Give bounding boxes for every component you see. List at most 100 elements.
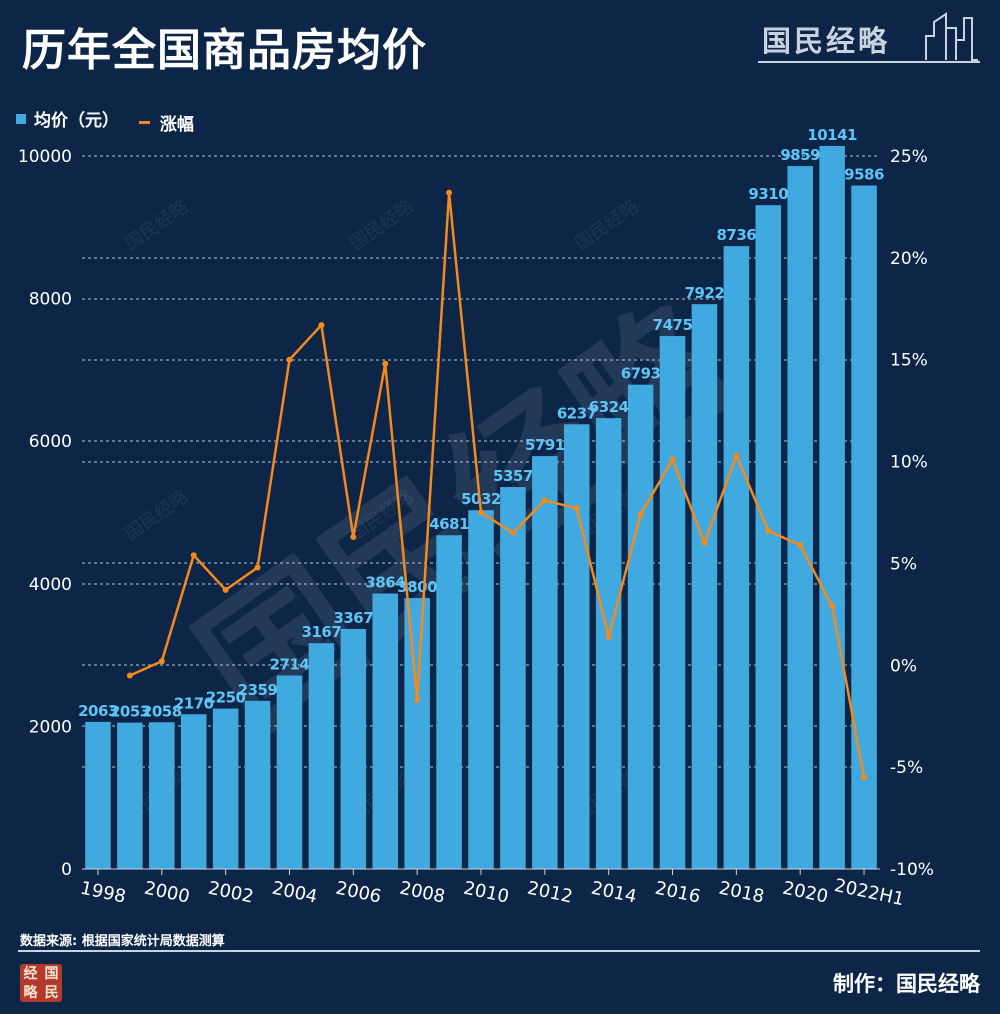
footer-divider bbox=[18, 950, 980, 952]
bar-value-label: 3167 bbox=[302, 623, 342, 641]
y-left-tick-label: 0 bbox=[61, 860, 72, 880]
bar bbox=[212, 708, 239, 869]
bar-value-label: 2714 bbox=[270, 655, 310, 673]
y-left-tick-label: 4000 bbox=[29, 575, 72, 595]
bar bbox=[595, 418, 622, 869]
bar-value-label: 9310 bbox=[748, 185, 788, 203]
bar-value-label: 7475 bbox=[653, 316, 693, 334]
bar-value-label: 9859 bbox=[780, 146, 820, 164]
bar-value-label: 2058 bbox=[142, 702, 182, 720]
bar-value-label: 7922 bbox=[685, 284, 725, 302]
watermark-small: 国民经略 bbox=[121, 486, 192, 544]
bar-value-label: 3864 bbox=[365, 573, 405, 591]
x-tick-label: 2002 bbox=[206, 878, 255, 908]
seal-char: 经 bbox=[23, 965, 38, 982]
y-right-tick-label: 0% bbox=[890, 656, 917, 676]
source-note: 数据来源: 根据国家统计局数据测算 bbox=[20, 934, 225, 949]
growth-point bbox=[669, 456, 676, 463]
growth-point bbox=[446, 189, 453, 196]
growth-point bbox=[861, 774, 868, 781]
growth-line bbox=[129, 191, 866, 778]
bar bbox=[468, 510, 494, 869]
credit-text: 制作：国民经略 bbox=[833, 972, 980, 996]
growth-point bbox=[478, 509, 484, 516]
y-left-tick-label: 2000 bbox=[29, 717, 72, 737]
bar bbox=[308, 643, 335, 869]
bar bbox=[819, 145, 845, 869]
x-tick-label: 2008 bbox=[398, 878, 447, 908]
bar bbox=[851, 185, 877, 870]
seal-char: 国 bbox=[44, 965, 59, 982]
bar bbox=[372, 593, 399, 869]
x-tick-label: 2018 bbox=[717, 878, 766, 908]
growth-point bbox=[509, 529, 516, 536]
bar-value-label: 2170 bbox=[174, 694, 214, 712]
growth-point bbox=[573, 505, 580, 512]
growth-point bbox=[350, 533, 357, 540]
y-left-tick-label: 6000 bbox=[29, 432, 72, 452]
brand-seal: 经 国 略 民 bbox=[20, 964, 62, 1002]
growth-point bbox=[733, 452, 740, 459]
bar bbox=[85, 721, 111, 869]
y-right-tick-label: -10% bbox=[890, 860, 934, 880]
legend-label-growth: 涨幅 bbox=[159, 114, 194, 135]
bar bbox=[117, 722, 143, 869]
growth-point bbox=[701, 540, 708, 547]
bar-value-label: 5791 bbox=[525, 436, 565, 454]
legend-item-growth: 涨幅 bbox=[138, 110, 194, 135]
y-right-tick-label: -5% bbox=[890, 758, 923, 778]
bar bbox=[563, 424, 590, 869]
bar bbox=[659, 336, 686, 870]
bar bbox=[755, 205, 782, 869]
y-left-tick-label: 10000 bbox=[18, 147, 72, 167]
legend-item-price: 均价（元） bbox=[16, 106, 119, 131]
bar-value-label: 2359 bbox=[238, 681, 278, 699]
growth-point bbox=[541, 497, 548, 504]
bar bbox=[787, 166, 813, 870]
x-tick-label: 2022H1 bbox=[832, 875, 906, 910]
bar-value-label: 5032 bbox=[461, 490, 501, 508]
bar bbox=[340, 628, 367, 869]
growth-point bbox=[222, 586, 229, 593]
brand-logo: 国民经略 bbox=[758, 12, 980, 64]
watermark-small: 国民经略 bbox=[121, 196, 192, 254]
growth-point bbox=[318, 322, 325, 329]
brand-text: 国民经略 bbox=[762, 24, 891, 58]
watermark-small: 国民经略 bbox=[346, 196, 417, 254]
legend-swatch-bar bbox=[16, 113, 26, 124]
y-right-tick-label: 15% bbox=[890, 351, 928, 371]
bar-value-label: 2063 bbox=[78, 702, 118, 720]
y-right-tick-label: 10% bbox=[890, 453, 928, 473]
y-right-tick-label: 25% bbox=[890, 147, 928, 167]
seal-char: 略 bbox=[23, 984, 38, 1001]
x-tick-label: 2014 bbox=[589, 878, 638, 908]
growth-point bbox=[637, 511, 644, 518]
growth-point bbox=[829, 603, 836, 610]
line-layer bbox=[126, 189, 868, 781]
x-tick-label: 2010 bbox=[462, 878, 511, 908]
growth-point bbox=[190, 552, 197, 559]
growth-point bbox=[765, 527, 772, 534]
growth-point bbox=[382, 360, 389, 367]
bar-value-label: 6237 bbox=[557, 404, 597, 422]
bar-value-label: 6324 bbox=[589, 398, 629, 416]
x-tick-label: 2004 bbox=[270, 878, 319, 908]
growth-point bbox=[286, 356, 293, 363]
bar-layer bbox=[85, 145, 877, 870]
brand-underline bbox=[758, 61, 980, 63]
growth-point bbox=[414, 696, 421, 703]
x-tick-label: 1998 bbox=[79, 878, 128, 908]
y-right-tick-label: 20% bbox=[890, 249, 928, 269]
bar bbox=[276, 675, 303, 869]
x-tick-label: 2012 bbox=[525, 878, 574, 908]
bar-value-label: 5357 bbox=[493, 467, 533, 485]
bar-value-label: 6793 bbox=[621, 365, 661, 383]
growth-point bbox=[254, 564, 261, 571]
growth-point bbox=[126, 672, 133, 679]
bar-value-label: 3367 bbox=[333, 609, 373, 627]
seal-char: 民 bbox=[44, 984, 59, 1001]
bar bbox=[180, 714, 207, 869]
chart: 国民经略国民经略国民经略国民经略国民经略国民经略国民经略国民经略国民经略国民经略… bbox=[18, 126, 934, 910]
x-tick-label: 2000 bbox=[142, 878, 191, 908]
bar-value-label: 2250 bbox=[206, 689, 246, 707]
